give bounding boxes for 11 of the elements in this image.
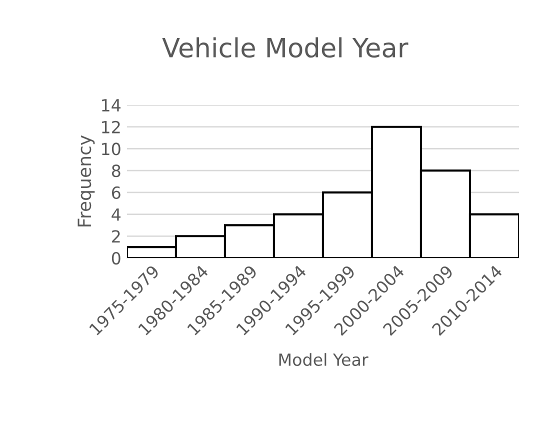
y-tick-label: 0	[112, 252, 120, 265]
y-tick-label: 6	[112, 186, 120, 199]
y-tick-label: 14	[102, 99, 121, 112]
y-tick-label: 2	[112, 230, 120, 242]
x-axis-title: Model Year	[279, 353, 368, 366]
chart-title: Vehicle Model Year	[162, 37, 408, 58]
y-tick-label: 4	[112, 208, 121, 221]
y-axis-title: Frequency	[78, 135, 95, 226]
y-tick-label: 10	[102, 142, 120, 156]
y-tick-label: 8	[112, 164, 120, 178]
y-tick-label: 12	[102, 120, 120, 134]
